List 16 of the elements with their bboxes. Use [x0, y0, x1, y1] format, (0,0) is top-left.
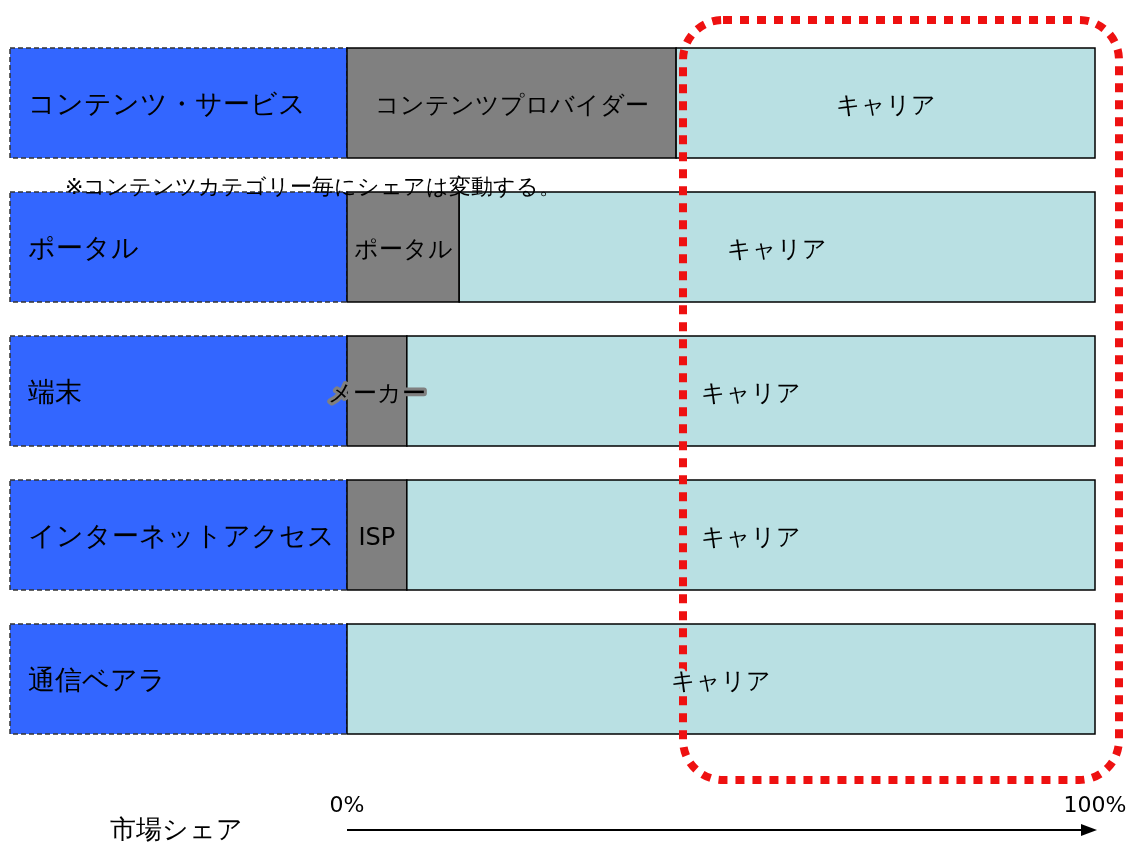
data-label: キャリア [835, 91, 936, 119]
y-tick-label: インターネットアクセス [28, 520, 335, 551]
data-label: ISP [358, 523, 396, 551]
data-label: キャリア [700, 523, 801, 551]
data-label: キャリア [700, 379, 801, 407]
y-tick-label: 端末 [28, 376, 82, 407]
y-tick-label: ポータル [28, 232, 139, 263]
x-axis-title: 市場シェア [110, 814, 243, 842]
x-tick-label: 0% [329, 792, 365, 817]
x-tick-label: 100% [1063, 792, 1127, 817]
data-label: コンテンツプロバイダー [374, 91, 649, 119]
data-label: キャリア [671, 667, 771, 695]
y-tick-label: コンテンツ・サービス [28, 88, 306, 119]
data-label: ポータル [353, 235, 453, 263]
y-tick-label: 通信ベアラ [28, 664, 166, 695]
data-label: キャリア [727, 235, 828, 263]
